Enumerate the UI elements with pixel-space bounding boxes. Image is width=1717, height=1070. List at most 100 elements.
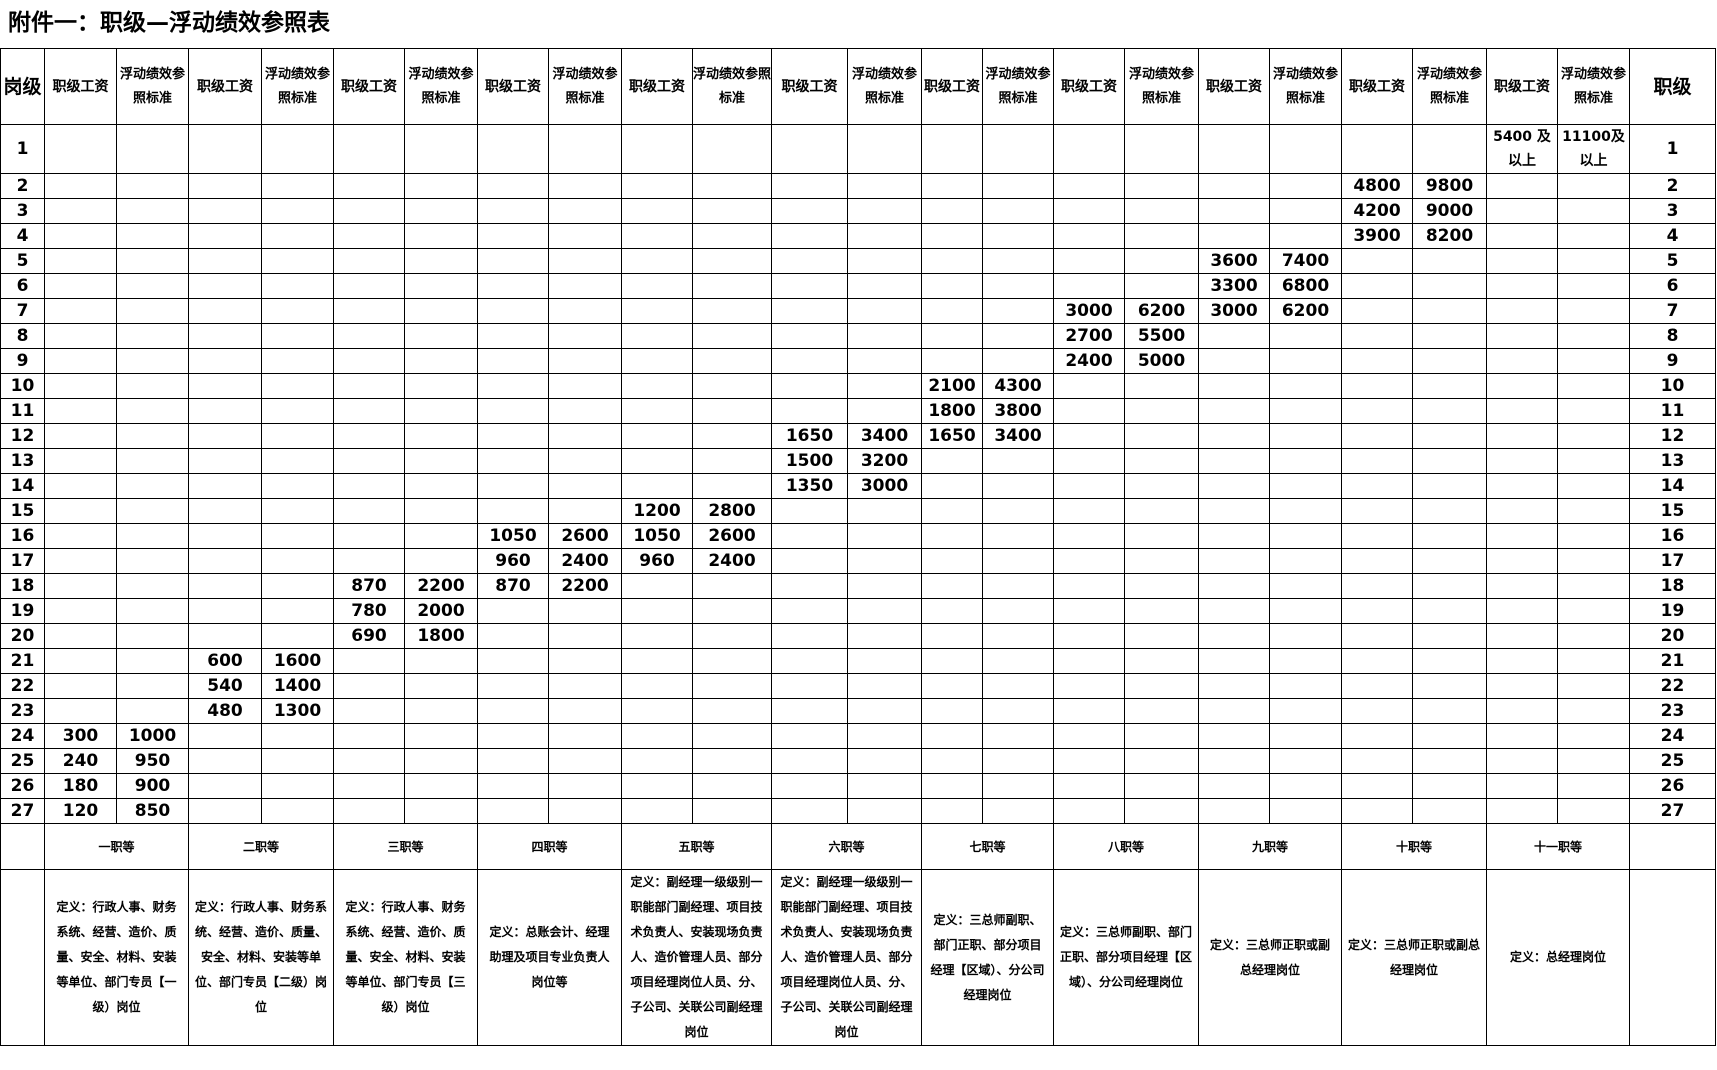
- performance-cell: [1557, 648, 1630, 674]
- salary-cell: [1341, 623, 1413, 649]
- performance-cell: [692, 723, 772, 749]
- grade-definition-cell: 定义：三总师副职、部门正职、部分项目经理【区域）、分公司经理岗位: [1053, 869, 1199, 1046]
- performance-cell: [847, 698, 922, 724]
- performance-cell: [847, 298, 922, 324]
- salary-cell: [771, 798, 848, 824]
- salary-cell: [921, 298, 983, 324]
- performance-standard-header: 浮动绩效参照标准: [116, 48, 189, 125]
- salary-cell: 1650: [921, 423, 983, 449]
- salary-cell: 1650: [771, 423, 848, 449]
- salary-cell: [44, 448, 117, 474]
- level-cell: 24: [1629, 723, 1716, 749]
- performance-cell: [1412, 373, 1487, 399]
- performance-cell: 2600: [548, 523, 622, 549]
- performance-cell: [1124, 673, 1199, 699]
- performance-cell: [982, 748, 1054, 774]
- performance-cell: [1557, 398, 1630, 424]
- salary-cell: [1486, 248, 1558, 274]
- performance-cell: [692, 124, 772, 174]
- salary-cell: [1486, 648, 1558, 674]
- performance-cell: [847, 798, 922, 824]
- performance-cell: [847, 773, 922, 799]
- grade-name-cell: 四职等: [477, 823, 622, 870]
- post-level-cell: 14: [0, 473, 45, 499]
- performance-standard-header: 浮动绩效参照标准: [692, 48, 772, 125]
- performance-cell: [1269, 698, 1342, 724]
- performance-cell: [404, 773, 478, 799]
- salary-cell: [477, 673, 549, 699]
- salary-cell: [1053, 248, 1125, 274]
- performance-cell: [1269, 523, 1342, 549]
- salary-cell: [1053, 398, 1125, 424]
- salary-cell: [1053, 773, 1125, 799]
- salary-cell: [333, 548, 405, 574]
- salary-cell: [44, 573, 117, 599]
- salary-cell: [1053, 198, 1125, 224]
- salary-cell: [1486, 348, 1558, 374]
- performance-cell: [1557, 748, 1630, 774]
- salary-cell: [1486, 373, 1558, 399]
- salary-cell: [333, 348, 405, 374]
- performance-cell: [847, 673, 922, 699]
- performance-cell: [982, 598, 1054, 624]
- salary-cell: [771, 598, 848, 624]
- level-header: 职级: [1629, 48, 1716, 125]
- performance-cell: [982, 673, 1054, 699]
- post-level-cell: 17: [0, 548, 45, 574]
- salary-cell: [188, 124, 262, 174]
- salary-cell: [188, 723, 262, 749]
- grade-name-cell: 三职等: [333, 823, 478, 870]
- salary-cell: [188, 448, 262, 474]
- performance-cell: [548, 673, 622, 699]
- post-level-cell: 7: [0, 298, 45, 324]
- performance-cell: [116, 598, 189, 624]
- post-level-cell: 22: [0, 673, 45, 699]
- salary-cell: [921, 348, 983, 374]
- salary-cell: [1341, 298, 1413, 324]
- salary-cell: [44, 323, 117, 349]
- performance-cell: [261, 173, 334, 199]
- performance-cell: [1412, 423, 1487, 449]
- performance-cell: [1557, 273, 1630, 299]
- performance-cell: [1412, 648, 1487, 674]
- salary-cell: [1198, 348, 1270, 374]
- performance-cell: [982, 773, 1054, 799]
- performance-cell: [1269, 723, 1342, 749]
- performance-cell: 11100及以上: [1557, 124, 1630, 174]
- performance-cell: [692, 248, 772, 274]
- salary-cell: 540: [188, 673, 262, 699]
- salary-cell: [1341, 398, 1413, 424]
- performance-cell: [1412, 273, 1487, 299]
- definition-row: 定义：行政人事、财务系统、经营、造价、质量、安全、材料、安装等单位、部门专员【一…: [0, 869, 1716, 1046]
- performance-cell: [847, 648, 922, 674]
- salary-cell: [44, 223, 117, 249]
- table-row: 13 1500 3200 13: [0, 448, 1716, 474]
- level-salary-header: 职级工资: [333, 48, 405, 125]
- table-row: 7 3000 6200 3000 6200 7: [0, 298, 1716, 324]
- performance-cell: 7400: [1269, 248, 1342, 274]
- performance-standard-header: 浮动绩效参照标准: [982, 48, 1054, 125]
- performance-cell: [1124, 198, 1199, 224]
- grade-name-cell: 五职等: [621, 823, 772, 870]
- salary-cell: 870: [333, 573, 405, 599]
- salary-cell: 1350: [771, 473, 848, 499]
- performance-cell: [982, 498, 1054, 524]
- performance-cell: [1124, 523, 1199, 549]
- performance-cell: 2000: [404, 598, 478, 624]
- performance-cell: 1800: [404, 623, 478, 649]
- salary-cell: [921, 223, 983, 249]
- table-row: 21 600 1600 21: [0, 648, 1716, 674]
- salary-cell: [621, 423, 693, 449]
- performance-cell: [1124, 623, 1199, 649]
- salary-cell: [1198, 648, 1270, 674]
- level-salary-header: 职级工资: [1198, 48, 1270, 125]
- salary-cell: [771, 698, 848, 724]
- performance-cell: [982, 523, 1054, 549]
- performance-standard-header: 浮动绩效参照标准: [548, 48, 622, 125]
- performance-cell: [261, 748, 334, 774]
- performance-cell: [982, 124, 1054, 174]
- performance-cell: 2200: [404, 573, 478, 599]
- performance-cell: [1412, 773, 1487, 799]
- salary-cell: [1486, 473, 1558, 499]
- performance-cell: [1269, 773, 1342, 799]
